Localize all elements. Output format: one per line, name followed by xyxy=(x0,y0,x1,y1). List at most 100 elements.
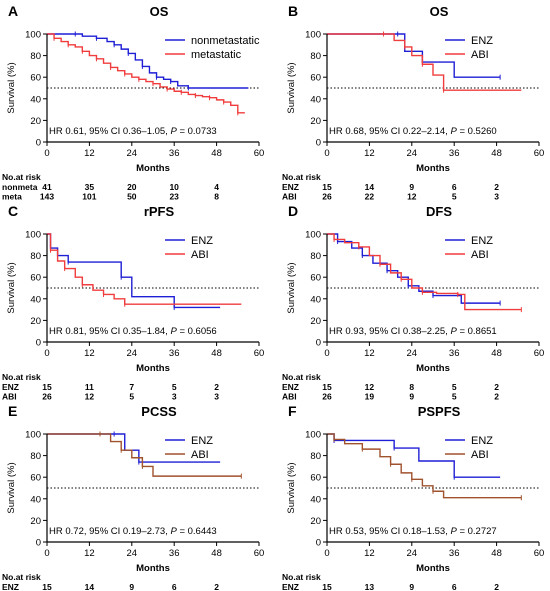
y-tick-label: 60 xyxy=(30,473,41,484)
risk-row-label: ENZ xyxy=(2,382,19,392)
x-tick-label: 0 xyxy=(44,148,49,159)
survival-curve-abi xyxy=(327,33,522,91)
risk-count: 20 xyxy=(127,182,137,192)
x-tick-label: 12 xyxy=(84,148,95,159)
x-tick-label: 60 xyxy=(534,548,545,559)
y-tick-label: 20 xyxy=(30,516,41,527)
y-tick-label: 0 xyxy=(316,338,321,349)
x-tick-label: 48 xyxy=(491,348,502,359)
chart-title: PSPFS xyxy=(418,404,461,419)
risk-row-label: ABI xyxy=(282,392,297,402)
y-tick-label: 20 xyxy=(310,116,321,127)
hr-text: HR 0.81, 95% CI 0.35–1.84, xyxy=(49,326,170,337)
p-label: P xyxy=(170,526,177,537)
y-tick-label: 40 xyxy=(30,294,41,305)
risk-count: 2 xyxy=(494,392,499,402)
x-axis-label: Months xyxy=(416,563,450,574)
chart-title: rPFS xyxy=(144,204,175,219)
legend-label-abi: ABI xyxy=(471,449,489,461)
x-tick-label: 0 xyxy=(324,348,329,359)
y-tick-label: 40 xyxy=(30,494,41,505)
x-tick-label: 60 xyxy=(254,148,265,159)
panel-letter: C xyxy=(8,203,18,219)
risk-count: 3 xyxy=(214,392,219,402)
p-value: = 0.2727 xyxy=(457,526,497,537)
risk-count: 5 xyxy=(452,382,457,392)
x-tick-label: 60 xyxy=(534,148,545,159)
legend-label-enz: ENZ xyxy=(191,435,213,447)
y-tick-label: 100 xyxy=(305,430,321,441)
y-tick-label: 100 xyxy=(25,430,41,441)
risk-count: 5 xyxy=(172,382,177,392)
risk-count: 26 xyxy=(322,192,332,202)
risk-row-label: ENZ xyxy=(2,582,19,591)
risk-count: 6 xyxy=(452,582,457,591)
risk-count: 50 xyxy=(127,192,137,202)
risk-table-header: No.at risk xyxy=(2,172,41,182)
survival-curve-enz xyxy=(327,33,501,78)
x-tick-label: 48 xyxy=(491,548,502,559)
panel-d: D DFS 0 20 40 60 80 100 0 12 24 36 48 60 Months Surviva… xyxy=(282,203,544,402)
legend-label-enz: ENZ xyxy=(471,35,493,47)
risk-count: 26 xyxy=(322,392,332,402)
x-tick-label: 12 xyxy=(84,348,95,359)
legend-label-nonmetastatic: nonmetastatic xyxy=(191,35,260,47)
risk-row-label: ENZ xyxy=(282,582,299,591)
risk-count: 6 xyxy=(452,182,457,192)
y-axis-label: Survival (%) xyxy=(286,62,297,113)
x-tick-label: 24 xyxy=(407,348,418,359)
hr-text: HR 0.93, 95% CI 0.38–2.25, xyxy=(329,326,450,337)
panel-e: E PCSS 0 20 40 60 80 100 0 12 24 36 48 60 Months Surviv… xyxy=(2,403,264,591)
risk-count: 15 xyxy=(322,582,332,591)
risk-count: 2 xyxy=(494,182,499,192)
risk-count: 10 xyxy=(169,182,179,192)
panel-letter: B xyxy=(288,3,298,19)
p-value: = 0.6056 xyxy=(177,326,217,337)
y-tick-label: 40 xyxy=(310,494,321,505)
x-tick-label: 48 xyxy=(491,148,502,159)
risk-count: 14 xyxy=(365,182,375,192)
y-tick-label: 80 xyxy=(310,51,321,62)
x-tick-label: 12 xyxy=(84,548,95,559)
x-tick-label: 0 xyxy=(324,148,329,159)
legend-label-metastatic: metastatic xyxy=(191,49,242,61)
y-tick-label: 0 xyxy=(316,138,321,149)
risk-count: 22 xyxy=(365,192,375,202)
chart-title: DFS xyxy=(426,204,452,219)
hazard-ratio-annotation: HR 0.53, 95% CI 0.18–1.53, P = 0.2727 xyxy=(329,526,497,537)
x-tick-label: 36 xyxy=(169,548,180,559)
y-axis-label: Survival (%) xyxy=(6,262,17,313)
x-axis-label: Months xyxy=(136,363,170,374)
risk-table-header: No.at risk xyxy=(2,372,41,382)
panel-letter: D xyxy=(288,203,298,219)
x-tick-label: 60 xyxy=(254,548,265,559)
panel-a: A OS 0 20 40 60 80 100 0 12 24 36 48 60 Months Survival… xyxy=(2,3,264,202)
risk-count: 2 xyxy=(214,382,219,392)
p-label: P xyxy=(170,326,177,337)
hazard-ratio-annotation: HR 0.72, 95% CI 0.19–2.73, P = 0.6443 xyxy=(49,526,217,537)
p-label: P xyxy=(170,126,177,137)
y-tick-label: 40 xyxy=(310,294,321,305)
legend-label-enz: ENZ xyxy=(191,235,213,247)
risk-table-header: No.at risk xyxy=(2,572,41,582)
y-tick-label: 20 xyxy=(310,316,321,327)
y-tick-label: 80 xyxy=(30,251,41,262)
risk-row-label: nonmeta xyxy=(2,182,38,192)
p-value: = 0.6443 xyxy=(177,526,217,537)
risk-count: 15 xyxy=(42,382,52,392)
risk-count: 9 xyxy=(409,392,414,402)
risk-count: 7 xyxy=(129,382,134,392)
chart-title: OS xyxy=(150,4,169,19)
risk-count: 26 xyxy=(42,392,52,402)
x-tick-label: 48 xyxy=(211,548,222,559)
risk-table-header: No.at risk xyxy=(282,172,321,182)
risk-row-label: ENZ xyxy=(282,382,299,392)
risk-count: 12 xyxy=(407,192,417,202)
x-tick-label: 24 xyxy=(407,148,418,159)
survival-curve-abi xyxy=(47,233,242,305)
x-tick-label: 36 xyxy=(449,148,460,159)
risk-count: 8 xyxy=(409,382,414,392)
risk-count: 3 xyxy=(494,192,499,202)
